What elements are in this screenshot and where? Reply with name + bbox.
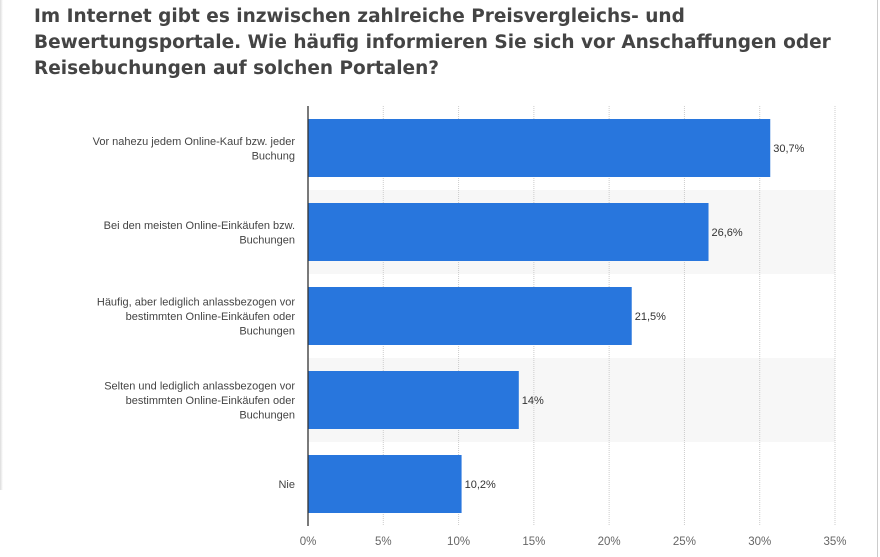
x-tick-label: 25%: [673, 536, 696, 548]
data-label: 21,5%: [635, 311, 666, 323]
category-label-line: Bei den meisten Online-Einkäufen bzw.: [104, 220, 295, 232]
category-label-line: bestimmten Online-Einkäufen oder: [126, 311, 296, 323]
category-label-line: Buchung: [252, 150, 295, 162]
x-tick-label: 0%: [300, 536, 317, 548]
data-label: 14%: [522, 395, 544, 407]
category-label-line: Häufig, aber lediglich anlassbezogen vor: [97, 297, 295, 309]
category-label-line: Buchungen: [239, 410, 295, 422]
bar: [308, 371, 519, 429]
bar: [308, 455, 462, 513]
left-edge-shadow: [0, 0, 3, 490]
data-label: 30,7%: [773, 143, 804, 155]
data-label: 10,2%: [465, 479, 496, 491]
category-label: Selten und lediglich anlassbezogen vor be…: [104, 381, 295, 422]
x-tick-label: 15%: [522, 536, 545, 548]
chart-title: Im Internet gibt es inzwischen zahlreich…: [34, 6, 831, 79]
bar: [308, 287, 632, 345]
category-label-line: Selten und lediglich anlassbezogen vor: [104, 381, 295, 393]
x-tick-label: 35%: [823, 536, 846, 548]
category-label: Häufig, aber lediglich anlassbezogen vor…: [97, 297, 295, 338]
category-label: Bei den meisten Online-Einkäufen bzw. Buc…: [104, 220, 295, 247]
bar: [308, 119, 771, 177]
right-edge-border: [877, 0, 878, 557]
category-label-line: Buchungen: [239, 326, 295, 338]
data-label: 26,6%: [712, 227, 743, 239]
category-label-line: Vor nahezu jedem Online-Kauf bzw. jeder: [93, 136, 296, 148]
bar: [308, 203, 709, 261]
x-tick-label: 10%: [447, 536, 470, 548]
x-tick-label: 30%: [748, 536, 771, 548]
x-tick-label: 5%: [375, 536, 392, 548]
x-tick-label: 20%: [598, 536, 621, 548]
category-label: Nie: [278, 479, 295, 491]
category-label-line: Nie: [278, 479, 295, 491]
category-label-line: bestimmten Online-Einkäufen oder: [126, 395, 296, 407]
category-label-line: Buchungen: [239, 234, 295, 246]
category-label: Vor nahezu jedem Online-Kauf bzw. jeder B…: [93, 136, 296, 163]
